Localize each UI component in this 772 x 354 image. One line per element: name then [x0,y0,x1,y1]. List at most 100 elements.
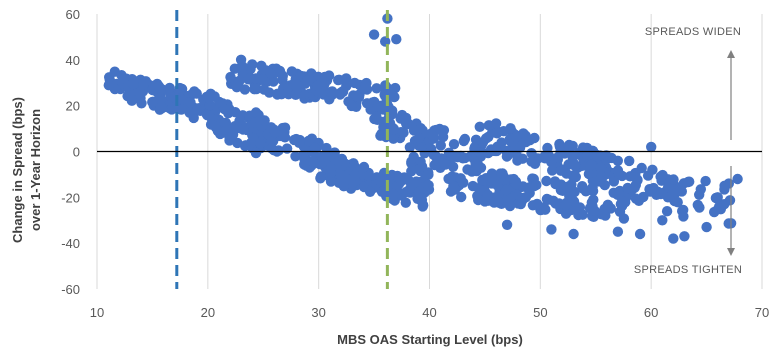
data-point [351,90,362,102]
data-point [567,140,578,152]
data-point [281,143,293,154]
data-point [456,191,467,203]
data-point [646,184,657,195]
data-point [227,129,239,140]
data-point [413,133,425,144]
data-point [327,86,338,97]
data-point [612,189,623,200]
data-point [542,142,553,154]
data-point [237,124,249,135]
data-point [583,168,595,180]
data-point [272,89,283,100]
data-point [661,206,673,217]
data-point [560,199,572,211]
data-point [437,131,449,143]
data-point [416,161,428,172]
data-point [531,198,543,210]
data-point [440,159,451,170]
data-point [526,156,537,167]
data-point [400,186,412,198]
data-point [477,174,488,186]
data-point [185,97,196,108]
data-point [508,173,519,185]
data-point [531,179,542,191]
data-point [325,176,337,187]
data-point [695,184,706,195]
data-point [602,199,614,210]
data-point [371,83,382,94]
data-point [596,171,607,182]
data-point [235,54,247,65]
data-point [636,162,647,174]
data-point [587,182,598,193]
data-point [457,153,469,164]
data-point [247,59,258,70]
data-point [232,137,243,149]
data-point [321,142,332,154]
data-point [259,115,270,126]
y-tick-label: 0 [73,145,80,160]
y-axis-title-line-2: over 1-Year Horizon [28,109,43,231]
data-point [138,79,149,90]
data-points [103,13,743,244]
data-point [570,171,581,183]
data-point [384,171,395,182]
data-point [377,129,389,141]
data-point [647,164,658,175]
data-point [723,178,734,189]
data-point [422,180,434,191]
data-point [364,186,376,197]
data-point [109,66,121,77]
data-point [155,93,166,105]
data-point [616,200,628,212]
data-point [492,180,503,191]
data-point [326,162,337,173]
data-point [679,231,690,242]
data-point [371,111,382,122]
data-point [448,139,460,150]
data-point [546,224,557,235]
data-point [524,135,536,146]
data-point [449,184,461,195]
y-tick-label: 60 [66,7,80,22]
data-point [230,107,241,118]
data-point [435,140,446,151]
data-point [574,202,586,213]
data-point [511,131,522,142]
data-point [343,96,354,107]
data-point [459,133,471,145]
data-point [400,197,411,208]
data-point [569,160,581,171]
y-tick-label: -20 [61,190,80,205]
data-point [723,218,734,229]
data-point [153,81,165,92]
data-point [349,170,361,181]
data-point [471,164,482,175]
data-point [257,74,269,85]
data-point [315,173,326,184]
data-point [164,82,175,94]
data-point [458,177,469,188]
y-axis-title-line-1: Change in Spread (bps) [10,97,25,243]
data-point [712,192,723,203]
data-point [657,215,668,226]
data-point [467,180,479,192]
data-point [622,182,633,194]
data-point [517,192,528,204]
data-point [415,123,426,134]
data-point [402,118,414,129]
data-point [541,193,553,205]
data-point [303,135,314,147]
data-point [612,165,624,176]
data-point [582,150,593,161]
data-point [601,150,612,161]
data-point [376,186,388,197]
data-point [134,87,145,98]
y-tick-label: 20 [66,99,80,114]
data-point [595,162,607,174]
y-tick-label: 40 [66,53,80,68]
data-point [225,71,236,83]
data-point [500,184,512,195]
data-point [250,147,262,159]
data-point [249,84,260,95]
